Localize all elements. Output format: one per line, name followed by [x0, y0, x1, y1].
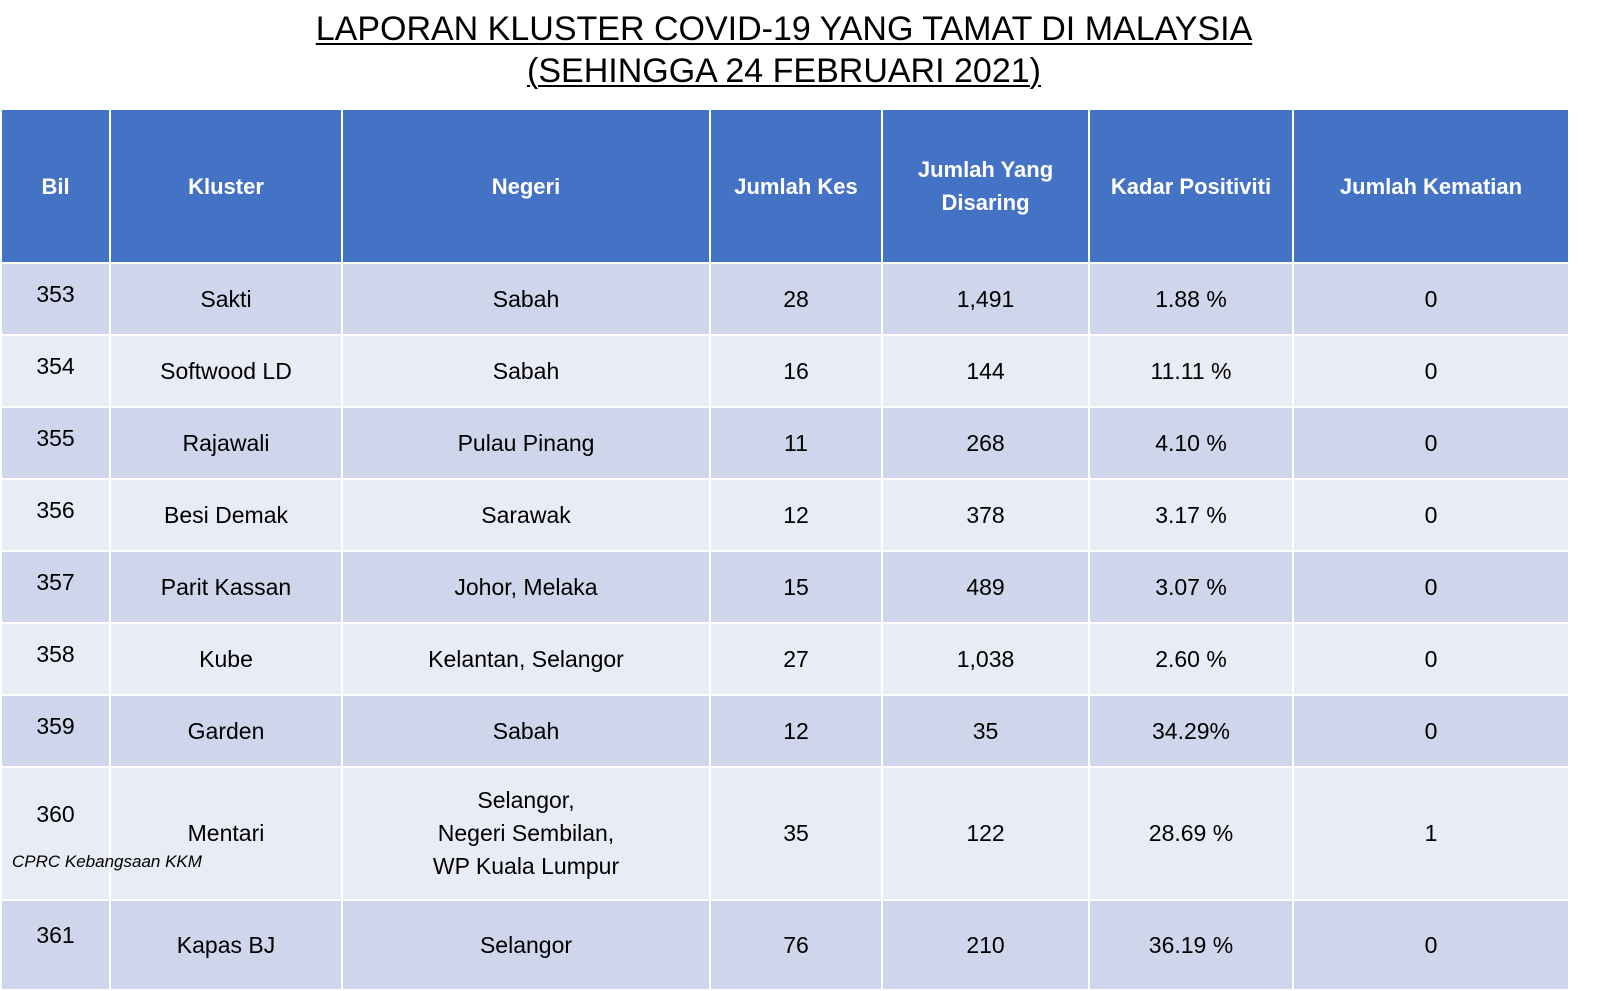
cell-negeri: Selangor — [341, 899, 711, 991]
cell-kluster: Garden — [109, 694, 343, 768]
cell-kluster: Besi Demak — [109, 478, 343, 552]
cell-jumlah-kematian: 1 — [1292, 766, 1570, 901]
header-jumlah-disaring-line-1: Jumlah Yang — [917, 157, 1054, 182]
header-kluster: Kluster — [109, 108, 343, 264]
cell-jumlah-kes: 27 — [709, 622, 883, 696]
cell-kadar-positiviti: 4.10 % — [1088, 406, 1294, 480]
cell-kadar-positiviti: 3.07 % — [1088, 550, 1294, 624]
cell-negeri: Johor, Melaka — [341, 550, 711, 624]
title-line-1: LAPORAN KLUSTER COVID-19 YANG TAMAT DI M… — [315, 10, 1253, 48]
cell-kadar-positiviti: 3.17 % — [1088, 478, 1294, 552]
cell-jumlah-kes: 12 — [709, 478, 883, 552]
cell-jumlah-kes: 12 — [709, 694, 883, 768]
cell-bil: 355 — [0, 406, 111, 480]
cell-negeri-line: WP Kuala Lumpur — [432, 853, 620, 879]
cell-jumlah-kes: 28 — [709, 262, 883, 336]
table-row: 354 Softwood LD Sabah 16 144 11.11 % 0 — [0, 334, 1570, 408]
cell-kluster: Softwood LD — [109, 334, 343, 408]
source-note: CPRC Kebangsaan KKM — [12, 852, 202, 871]
cell-jumlah-kematian: 0 — [1292, 262, 1570, 336]
table-row: 358 Kube Kelantan, Selangor 27 1,038 2.6… — [0, 622, 1570, 696]
cell-kluster: Kube — [109, 622, 343, 696]
cell-jumlah-disaring: 378 — [881, 478, 1090, 552]
table-row: 360 Mentari Selangor, Negeri Sembilan, W… — [0, 766, 1570, 901]
table-row: 355 Rajawali Pulau Pinang 11 268 4.10 % … — [0, 406, 1570, 480]
title-line-2: (SEHINGGA 24 FEBRUARI 2021) — [527, 52, 1041, 90]
cell-bil: 356 — [0, 478, 111, 552]
cell-kluster: Kapas BJ — [109, 899, 343, 991]
cell-negeri: Pulau Pinang — [341, 406, 711, 480]
cell-jumlah-disaring: 210 — [881, 899, 1090, 991]
header-jumlah-disaring-line-2: Disaring — [941, 190, 1030, 215]
cell-negeri: Sarawak — [341, 478, 711, 552]
table-row: 356 Besi Demak Sarawak 12 378 3.17 % 0 — [0, 478, 1570, 552]
cell-jumlah-kematian: 0 — [1292, 622, 1570, 696]
cell-kluster: Parit Kassan — [109, 550, 343, 624]
cell-jumlah-kes: 16 — [709, 334, 883, 408]
cell-bil: 359 — [0, 694, 111, 768]
table-body: 353 Sakti Sabah 28 1,491 1.88 % 0 354 So… — [0, 262, 1570, 991]
table-row: 359 Garden Sabah 12 35 34.29% 0 — [0, 694, 1570, 768]
cell-jumlah-disaring: 1,038 — [881, 622, 1090, 696]
header-jumlah-kes: Jumlah Kes — [709, 108, 883, 264]
cell-jumlah-disaring: 1,491 — [881, 262, 1090, 336]
cell-negeri: Sabah — [341, 262, 711, 336]
cell-jumlah-kes: 35 — [709, 766, 883, 901]
header-jumlah-disaring: Jumlah Yang Disaring — [881, 108, 1090, 264]
cell-bil: 354 — [0, 334, 111, 408]
cell-jumlah-kes: 76 — [709, 899, 883, 991]
cell-bil: 360 — [0, 766, 111, 901]
cell-kadar-positiviti: 11.11 % — [1088, 334, 1294, 408]
table-header: Bil Kluster Negeri Jumlah Kes Jumlah Yan… — [0, 108, 1570, 264]
page-title: LAPORAN KLUSTER COVID-19 YANG TAMAT DI M… — [0, 8, 1568, 92]
cell-jumlah-kematian: 0 — [1292, 406, 1570, 480]
cell-kluster: Sakti — [109, 262, 343, 336]
cluster-table: Bil Kluster Negeri Jumlah Kes Jumlah Yan… — [0, 108, 1570, 991]
cell-jumlah-kes: 11 — [709, 406, 883, 480]
cell-jumlah-kes: 15 — [709, 550, 883, 624]
cell-kadar-positiviti: 1.88 % — [1088, 262, 1294, 336]
cell-bil: 353 — [0, 262, 111, 336]
cell-negeri: Sabah — [341, 694, 711, 768]
table-row: 357 Parit Kassan Johor, Melaka 15 489 3.… — [0, 550, 1570, 624]
cell-jumlah-disaring: 268 — [881, 406, 1090, 480]
cell-jumlah-kematian: 0 — [1292, 694, 1570, 768]
header-jumlah-kematian: Jumlah Kematian — [1292, 108, 1570, 264]
cell-negeri-line: Selangor, — [477, 787, 575, 813]
cell-jumlah-disaring: 489 — [881, 550, 1090, 624]
cell-jumlah-disaring: 35 — [881, 694, 1090, 768]
cell-jumlah-disaring: 122 — [881, 766, 1090, 901]
cell-jumlah-kematian: 0 — [1292, 899, 1570, 991]
header-kadar-positiviti: Kadar Positiviti — [1088, 108, 1294, 264]
cell-jumlah-kematian: 0 — [1292, 334, 1570, 408]
cell-jumlah-kematian: 0 — [1292, 478, 1570, 552]
cell-bil: 361 — [0, 899, 111, 991]
cell-kluster: Mentari — [109, 766, 343, 901]
header-bil: Bil — [0, 108, 111, 264]
table-row: 353 Sakti Sabah 28 1,491 1.88 % 0 — [0, 262, 1570, 336]
cell-negeri-line: Negeri Sembilan, — [437, 820, 615, 846]
header-negeri: Negeri — [341, 108, 711, 264]
cell-jumlah-kematian: 0 — [1292, 550, 1570, 624]
cell-kluster: Rajawali — [109, 406, 343, 480]
cell-kadar-positiviti: 36.19 % — [1088, 899, 1294, 991]
cell-bil: 358 — [0, 622, 111, 696]
table-row: 361 Kapas BJ Selangor 76 210 36.19 % 0 — [0, 899, 1570, 991]
cell-bil: 357 — [0, 550, 111, 624]
cell-negeri: Sabah — [341, 334, 711, 408]
cell-negeri: Selangor, Negeri Sembilan, WP Kuala Lump… — [341, 766, 711, 901]
cell-negeri: Kelantan, Selangor — [341, 622, 711, 696]
header-row: Bil Kluster Negeri Jumlah Kes Jumlah Yan… — [0, 108, 1570, 264]
cell-kadar-positiviti: 2.60 % — [1088, 622, 1294, 696]
cell-kadar-positiviti: 28.69 % — [1088, 766, 1294, 901]
cell-kadar-positiviti: 34.29% — [1088, 694, 1294, 768]
cell-jumlah-disaring: 144 — [881, 334, 1090, 408]
